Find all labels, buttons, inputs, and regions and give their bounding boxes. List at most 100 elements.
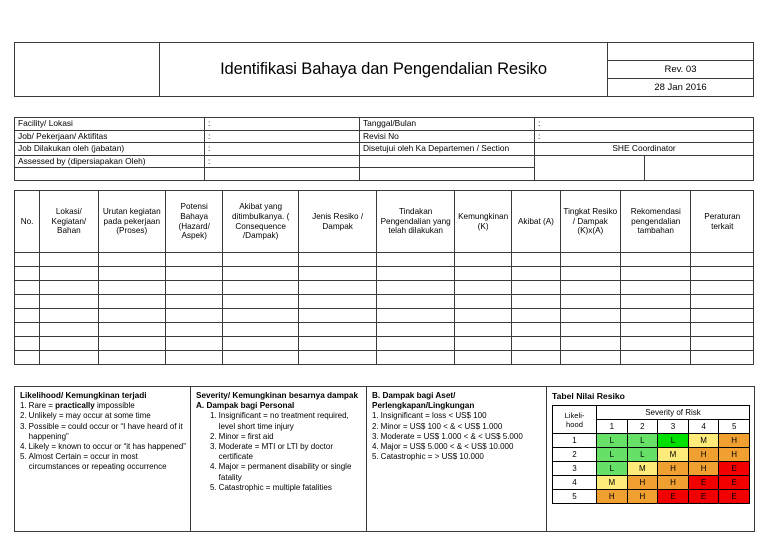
- info-value-facility[interactable]: :: [204, 117, 360, 131]
- info-value-assessed-by[interactable]: :: [204, 154, 360, 168]
- table-cell[interactable]: [559, 252, 622, 267]
- table-cell[interactable]: [559, 308, 622, 323]
- table-cell[interactable]: [453, 308, 513, 323]
- table-cell[interactable]: [13, 350, 41, 365]
- table-cell[interactable]: [39, 294, 99, 309]
- table-cell[interactable]: [222, 294, 299, 309]
- table-cell[interactable]: [376, 252, 455, 267]
- table-cell[interactable]: [376, 280, 455, 295]
- table-cell[interactable]: [97, 336, 167, 351]
- table-cell[interactable]: [511, 308, 561, 323]
- table-cell[interactable]: [13, 308, 41, 323]
- table-cell[interactable]: [620, 336, 692, 351]
- table-cell[interactable]: [511, 322, 561, 337]
- table-cell[interactable]: [39, 336, 99, 351]
- table-cell[interactable]: [559, 322, 622, 337]
- table-cell[interactable]: [164, 280, 224, 295]
- table-cell[interactable]: [453, 294, 513, 309]
- table-cell[interactable]: [453, 252, 513, 267]
- table-cell[interactable]: [376, 336, 455, 351]
- table-cell[interactable]: [376, 322, 455, 337]
- table-cell[interactable]: [690, 280, 754, 295]
- table-cell[interactable]: [297, 294, 378, 309]
- table-cell[interactable]: [39, 322, 99, 337]
- table-cell[interactable]: [690, 266, 754, 281]
- table-cell[interactable]: [222, 336, 299, 351]
- signature-cell-left[interactable]: [534, 154, 645, 181]
- table-cell[interactable]: [164, 266, 224, 281]
- table-cell[interactable]: [511, 350, 561, 365]
- table-cell[interactable]: [97, 294, 167, 309]
- table-cell[interactable]: [297, 322, 378, 337]
- table-cell[interactable]: [511, 266, 561, 281]
- table-cell[interactable]: [620, 252, 692, 267]
- table-cell[interactable]: [164, 308, 224, 323]
- table-cell[interactable]: [620, 294, 692, 309]
- table-cell[interactable]: [297, 350, 378, 365]
- table-cell[interactable]: [297, 266, 378, 281]
- table-cell[interactable]: [453, 280, 513, 295]
- table-cell[interactable]: [620, 350, 692, 365]
- table-cell[interactable]: [620, 322, 692, 337]
- table-cell[interactable]: [97, 308, 167, 323]
- table-cell[interactable]: [297, 280, 378, 295]
- table-cell[interactable]: [97, 266, 167, 281]
- table-cell[interactable]: [164, 350, 224, 365]
- table-cell[interactable]: [690, 308, 754, 323]
- table-cell[interactable]: [222, 322, 299, 337]
- signature-cell-right[interactable]: [643, 154, 754, 181]
- info-value-revision[interactable]: :: [534, 129, 754, 143]
- table-cell[interactable]: [559, 336, 622, 351]
- table-cell[interactable]: [97, 322, 167, 337]
- table-cell[interactable]: [39, 266, 99, 281]
- table-cell[interactable]: [559, 266, 622, 281]
- table-cell[interactable]: [453, 336, 513, 351]
- table-cell[interactable]: [222, 252, 299, 267]
- table-cell[interactable]: [559, 350, 622, 365]
- table-cell[interactable]: [453, 350, 513, 365]
- table-cell[interactable]: [376, 350, 455, 365]
- table-cell[interactable]: [376, 294, 455, 309]
- info-value-performed-by[interactable]: :: [204, 142, 360, 156]
- table-cell[interactable]: [164, 322, 224, 337]
- table-cell[interactable]: [13, 280, 41, 295]
- table-cell[interactable]: [13, 322, 41, 337]
- table-cell[interactable]: [97, 252, 167, 267]
- table-cell[interactable]: [164, 336, 224, 351]
- table-cell[interactable]: [39, 280, 99, 295]
- table-cell[interactable]: [13, 252, 41, 267]
- table-cell[interactable]: [511, 336, 561, 351]
- table-cell[interactable]: [222, 266, 299, 281]
- table-cell[interactable]: [376, 266, 455, 281]
- table-cell[interactable]: [511, 280, 561, 295]
- table-cell[interactable]: [690, 252, 754, 267]
- table-cell[interactable]: [39, 308, 99, 323]
- table-cell[interactable]: [453, 266, 513, 281]
- info-value-date[interactable]: :: [534, 117, 754, 131]
- table-cell[interactable]: [297, 308, 378, 323]
- table-cell[interactable]: [13, 336, 41, 351]
- table-cell[interactable]: [13, 266, 41, 281]
- table-cell[interactable]: [511, 252, 561, 267]
- table-cell[interactable]: [13, 294, 41, 309]
- info-value-job[interactable]: :: [204, 129, 360, 143]
- table-cell[interactable]: [222, 308, 299, 323]
- table-cell[interactable]: [39, 350, 99, 365]
- table-cell[interactable]: [222, 350, 299, 365]
- table-cell[interactable]: [222, 280, 299, 295]
- table-cell[interactable]: [164, 294, 224, 309]
- table-cell[interactable]: [511, 294, 561, 309]
- table-cell[interactable]: [690, 294, 754, 309]
- table-cell[interactable]: [453, 322, 513, 337]
- table-cell[interactable]: [97, 280, 167, 295]
- table-cell[interactable]: [376, 308, 455, 323]
- table-cell[interactable]: [690, 350, 754, 365]
- table-cell[interactable]: [297, 252, 378, 267]
- table-cell[interactable]: [97, 350, 167, 365]
- table-cell[interactable]: [559, 294, 622, 309]
- table-cell[interactable]: [690, 322, 754, 337]
- table-cell[interactable]: [620, 280, 692, 295]
- table-cell[interactable]: [39, 252, 99, 267]
- table-cell[interactable]: [297, 336, 378, 351]
- table-cell[interactable]: [620, 266, 692, 281]
